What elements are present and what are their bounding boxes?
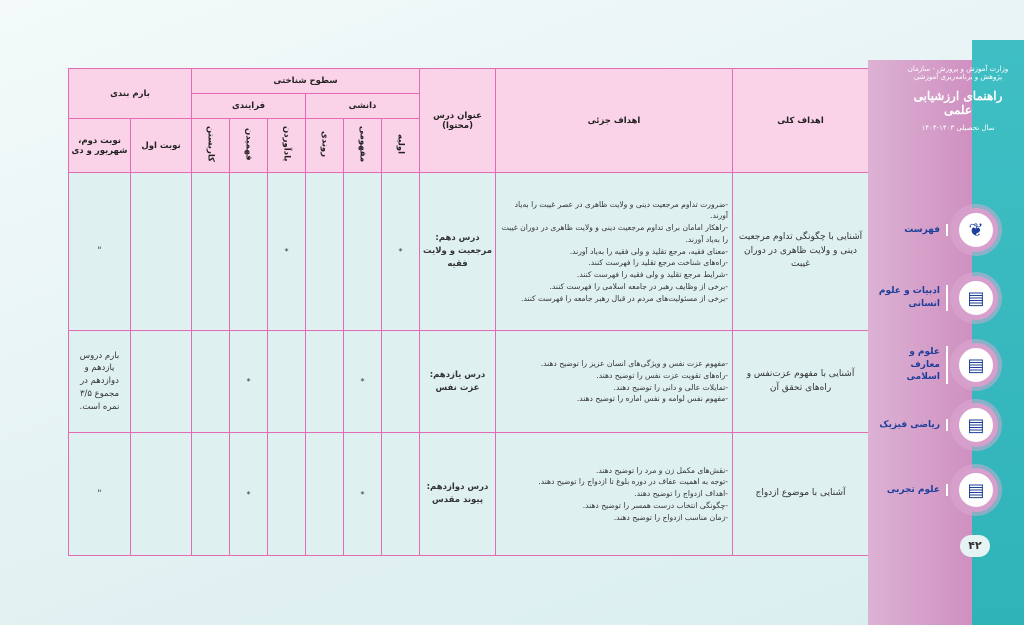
- detailed-goal-item: -ضرورت تداوم مرجعیت دینی و ولایت ظاهری د…: [514, 199, 729, 221]
- document-icon: ▤: [954, 468, 998, 512]
- detailed-goals: -نقش‌های مکمل زن و مرد را توضیح دهند. -تو…: [495, 432, 734, 556]
- nav-item-label: فهرست: [904, 223, 948, 237]
- level-procedural-mark: [305, 330, 345, 433]
- nav-item-label: ادبیات و علوم انسانی: [878, 285, 948, 311]
- first-term-score: [130, 172, 193, 331]
- level-applying-mark: [191, 172, 231, 331]
- level-applying-mark: [191, 330, 231, 433]
- detailed-goal-item: -راهکار امامان برای تداوم مرجعیت دینی و …: [501, 223, 729, 244]
- first-term-score: [130, 330, 193, 433]
- general-goal: آشنایی با چگونگی تداوم مرجعیت دینی و ولا…: [732, 172, 870, 331]
- header-basic: اولیه: [395, 133, 406, 154]
- nav-item-label: ریاضی فیزیک: [879, 418, 948, 432]
- header-cognitive-levels: سطوح شناختی: [191, 68, 421, 94]
- detailed-goal-item: -معنای فقیه، مرجع تقلید و ولی فقیه را به…: [569, 246, 729, 256]
- lesson-title: درس یازدهم: عزت نفس: [419, 330, 497, 433]
- nav-item[interactable]: علوم و معارف اسلامی ▤: [868, 337, 998, 393]
- header-procedural: روندی: [319, 130, 330, 158]
- sidebar: وزارت آموزش و پرورش - سازمان پژوهش و برن…: [868, 0, 1024, 625]
- second-term-score: ": [67, 172, 132, 331]
- header-conceptual: مفهومی: [357, 125, 368, 163]
- level-conceptual-mark: [343, 172, 383, 331]
- nav-item[interactable]: فهرست ❦: [868, 202, 998, 258]
- level-remembering-mark: *: [267, 172, 307, 331]
- level-understanding-mark: *: [229, 330, 269, 433]
- detailed-goal-item: -اهداف ازدواج را توضیح دهند.: [634, 489, 729, 499]
- sidebar-teal-panel: [972, 40, 1024, 625]
- detailed-goal-item: -مفهوم نفس لوامه و نفس اماره را توضیح ده…: [576, 394, 729, 404]
- table-row: آشنایی با موضوع ازدواج -نقش‌های مکمل زن و…: [67, 432, 870, 556]
- document-icon: ▤: [954, 276, 998, 320]
- table-row: آشنایی با مفهوم عزت‌نفس و راه‌های تحقق آ…: [67, 330, 870, 433]
- second-term-score: بارم دروس یازدهم و دوازدهم در مجموع ۳/۵ …: [67, 330, 132, 433]
- nav-item[interactable]: ریاضی فیزیک ▤: [868, 397, 998, 453]
- detailed-goal-item: -شرایط مرجع تقلید و ولی فقیه را فهرست کن…: [576, 270, 729, 280]
- leaf-icon: ❦: [954, 208, 998, 252]
- detailed-goal-item: -مفهوم عزت نفس و ویژگی‌های انسان عزیز را…: [540, 358, 729, 368]
- second-term-score: ": [67, 432, 132, 556]
- header-understanding: فهمیدن: [243, 127, 254, 161]
- ministry-logo-text: وزارت آموزش و پرورش - سازمان پژوهش و برن…: [907, 65, 1009, 81]
- detailed-goal-item: -تمایلات عالی و دانی را توضیح دهند.: [613, 382, 729, 392]
- general-goal: آشنایی با مفهوم عزت‌نفس و راه‌های تحقق آ…: [732, 330, 870, 433]
- nav-item-label: علوم تجربی: [887, 483, 948, 497]
- lesson-title: درس دهم: مرجعیت و ولایت فقیه: [419, 172, 497, 331]
- table-row: آشنایی با چگونگی تداوم مرجعیت دینی و ولا…: [67, 172, 870, 331]
- nav-item[interactable]: علوم تجربی ▤: [868, 462, 998, 518]
- level-conceptual-mark: *: [343, 330, 383, 433]
- header-first-term: نوبت اول: [130, 118, 193, 173]
- header-applying: کاربستن: [205, 126, 216, 162]
- nav-item-label: علوم و معارف اسلامی: [878, 346, 948, 384]
- detailed-goal-item: -چگونگی انتخاب درست همسر را توضیح دهند.: [582, 500, 729, 510]
- header-general-goals: اهداف کلی: [732, 68, 870, 173]
- header-process: فرایندی: [191, 93, 307, 119]
- header-second-term: نوبت دوم، شهریور و دی: [67, 118, 132, 173]
- level-remembering-mark: [267, 432, 307, 556]
- academic-year: سال تحصیلی ۱۴۰۳-۱۴۰۴: [921, 123, 995, 132]
- header-lesson-title: عنوان درس (محتوا): [419, 68, 497, 173]
- assessment-table: اهداف کلی اهداف جزئی عنوان درس (محتوا) س…: [67, 68, 870, 556]
- level-basic-mark: *: [381, 172, 421, 331]
- level-basic-mark: [381, 432, 421, 556]
- first-term-score: [130, 432, 193, 556]
- level-procedural-mark: [305, 172, 345, 331]
- level-understanding-mark: [229, 172, 269, 331]
- level-basic-mark: [381, 330, 421, 433]
- logo: وزارت آموزش و پرورش - سازمان پژوهش و برن…: [898, 65, 1018, 132]
- level-remembering-mark: [267, 330, 307, 433]
- header-knowledge: دانشی: [305, 93, 421, 119]
- level-understanding-mark: *: [229, 432, 269, 556]
- document-icon: ▤: [954, 343, 998, 387]
- general-goal: آشنایی با موضوع ازدواج: [732, 432, 870, 556]
- detailed-goal-item: -توجه به اهمیت عفاف در دوره بلوغ تا ازدو…: [538, 477, 729, 487]
- brand-title: راهنمای ارزشیابی علمی: [913, 89, 1003, 118]
- level-applying-mark: [191, 432, 231, 556]
- sidebar-pink-panel: [868, 60, 974, 625]
- level-conceptual-mark: *: [343, 432, 383, 556]
- detailed-goal-item: -نقش‌های مکمل زن و مرد را توضیح دهند.: [595, 465, 729, 475]
- page-number: ۴۲: [960, 535, 990, 557]
- detailed-goals: -مفهوم عزت نفس و ویژگی‌های انسان عزیز را…: [495, 330, 734, 433]
- lesson-title: درس دوازدهم: پیوند مقدس: [419, 432, 497, 556]
- detailed-goals: -ضرورت تداوم مرجعیت دینی و ولایت ظاهری د…: [495, 172, 734, 331]
- level-procedural-mark: [305, 432, 345, 556]
- nav-item[interactable]: ادبیات و علوم انسانی ▤: [868, 270, 998, 326]
- detailed-goal-item: -راه‌های شناخت مرجع تقلید را فهرست کنند.: [588, 258, 729, 268]
- document-icon: ▤: [954, 403, 998, 447]
- header-detailed-goals: اهداف جزئی: [495, 68, 734, 173]
- detailed-goal-item: -برخی از مسئولیت‌های مردم در قبال رهبر ج…: [521, 293, 729, 303]
- header-scoring: بارم بندی: [67, 68, 193, 119]
- detailed-goal-item: -برخی از وظایف رهبر در جامعه اسلامی را ف…: [549, 281, 729, 291]
- header-remembering: یادآوردن: [281, 126, 292, 162]
- detailed-goal-item: -زمان مناسب ازدواج را توضیح دهند.: [613, 512, 729, 522]
- detailed-goal-item: -راه‌های تقویت عزت نفس را توضیح دهند.: [596, 370, 729, 380]
